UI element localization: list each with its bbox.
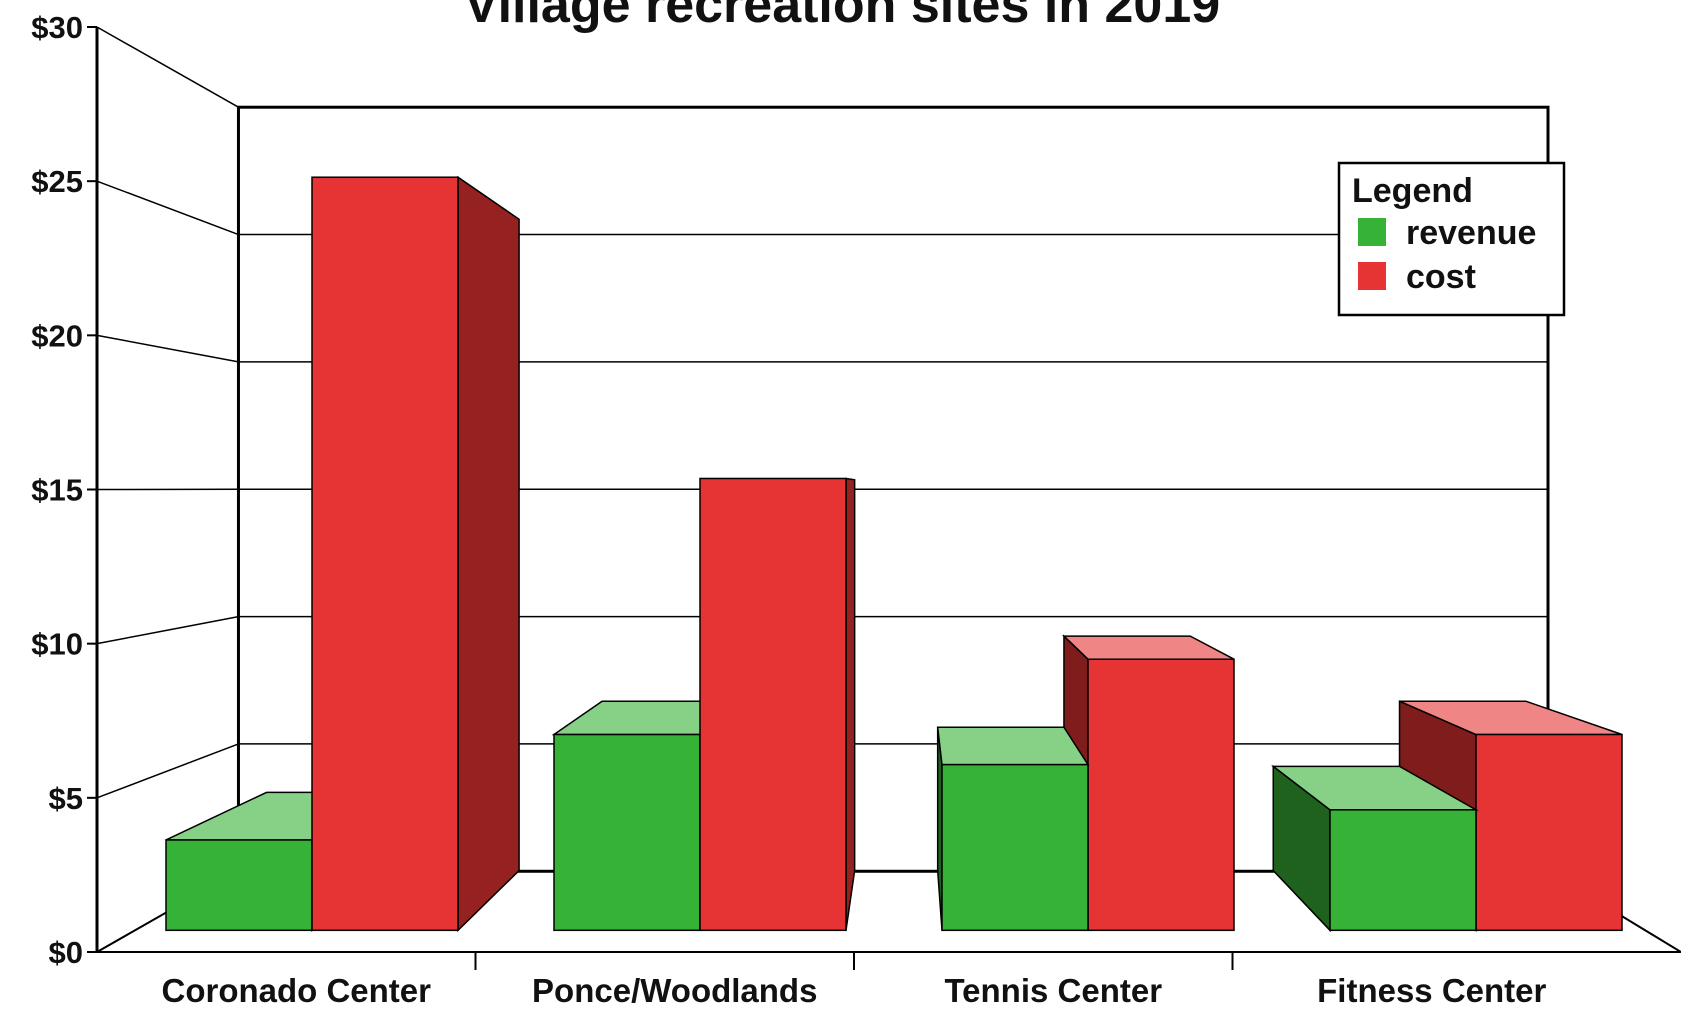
y-tick-label: $10 xyxy=(31,627,83,662)
y-tick-label: $20 xyxy=(31,318,83,353)
grid-line xyxy=(96,334,239,363)
bar-side xyxy=(845,477,856,931)
bar-top xyxy=(936,726,1090,766)
bar xyxy=(311,176,459,932)
x-tick-label: Fitness Center xyxy=(1317,972,1546,1009)
y-tick-label: $25 xyxy=(31,164,83,199)
bar xyxy=(941,763,1089,932)
y-tick-label: $30 xyxy=(31,10,83,45)
bar-side xyxy=(457,175,520,933)
y-tick-label: $5 xyxy=(49,781,83,816)
grid-line xyxy=(96,26,239,108)
bar xyxy=(699,477,847,932)
bar xyxy=(553,733,701,932)
x-tick-label: Coronado Center xyxy=(161,972,431,1009)
legend-title: Legend xyxy=(1352,172,1473,210)
grid-line xyxy=(96,180,239,236)
x-tick-label: Ponce/Woodlands xyxy=(532,972,817,1009)
bar xyxy=(165,839,313,932)
bar xyxy=(1329,809,1477,932)
legend-swatch xyxy=(1358,218,1386,246)
bar xyxy=(1087,658,1235,932)
grid-line xyxy=(96,743,239,799)
y-tick-label: $0 xyxy=(49,935,83,970)
y-tick-label: $15 xyxy=(31,473,83,508)
grid-line xyxy=(96,615,239,645)
chart-title: Village recreation sites in 2019 xyxy=(464,0,1220,34)
legend-label: revenue xyxy=(1406,214,1536,252)
legend-swatch xyxy=(1358,262,1386,290)
legend-label: cost xyxy=(1406,258,1476,296)
x-tick-label: Tennis Center xyxy=(944,972,1162,1009)
bar xyxy=(1475,733,1623,932)
